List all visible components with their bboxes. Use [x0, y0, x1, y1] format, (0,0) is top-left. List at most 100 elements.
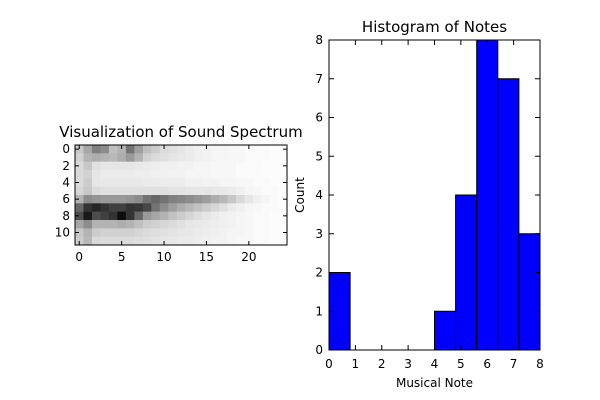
heatmap-cell — [142, 211, 152, 221]
heatmap-cell — [227, 186, 237, 196]
heatmap-cell — [176, 161, 186, 171]
heatmap-y-tick-label: 6 — [62, 192, 70, 206]
heatmap-cell — [176, 203, 186, 212]
heatmap-cell — [185, 195, 195, 204]
heatmap-cell — [125, 145, 135, 154]
heatmap-cell — [91, 178, 101, 187]
heatmap-cell — [108, 186, 118, 196]
heatmap-cell — [278, 161, 288, 171]
heatmap-cell — [108, 153, 118, 162]
heatmap-cell — [134, 203, 144, 212]
heatmap-cell — [108, 170, 118, 179]
heatmap-cell — [185, 236, 195, 246]
heatmap-cell — [91, 195, 101, 204]
heatmap-cell — [193, 145, 203, 154]
heatmap-cell — [108, 220, 118, 229]
heatmap-cell — [244, 145, 254, 154]
histogram-x-tick-label: 6 — [483, 357, 491, 371]
heatmap-cell — [227, 178, 237, 187]
heatmap-cell — [83, 195, 93, 204]
heatmap-cell — [202, 186, 211, 196]
heatmap-cell — [244, 236, 254, 246]
heatmap-cell — [168, 211, 178, 221]
heatmap-cell — [219, 178, 228, 187]
heatmap-cell — [117, 211, 127, 221]
heatmap-cell — [134, 178, 144, 187]
heatmap-cell — [236, 178, 245, 187]
heatmap-cell — [125, 153, 135, 162]
heatmap-cell — [125, 195, 135, 204]
heatmap-cell — [142, 153, 152, 162]
heatmap-cell — [193, 161, 203, 171]
heatmap-cell — [253, 145, 262, 154]
heatmap-cell — [176, 178, 186, 187]
heatmap-cell — [108, 236, 118, 246]
heatmap-cell — [159, 228, 169, 237]
heatmap-cell — [91, 228, 101, 237]
heatmap-cell — [261, 236, 271, 246]
heatmap-cell — [75, 153, 84, 162]
heatmap-cell — [134, 161, 144, 171]
heatmap-cell — [83, 203, 93, 212]
heatmap-cell — [159, 145, 169, 154]
heatmap-cell — [125, 161, 135, 171]
heatmap-cell — [159, 161, 169, 171]
heatmap-cell — [91, 161, 101, 171]
heatmap-cell — [168, 186, 178, 196]
heatmap-cell — [117, 161, 127, 171]
heatmap-y-tick-label: 10 — [55, 226, 70, 240]
heatmap-cell — [278, 220, 288, 229]
heatmap-cell — [270, 220, 279, 229]
histogram-y-tick-label: 5 — [315, 149, 323, 163]
heatmap-cell — [176, 170, 186, 179]
heatmap-cell — [159, 203, 169, 212]
heatmap-cell — [270, 161, 279, 171]
heatmap-cell — [261, 228, 271, 237]
heatmap-cell — [202, 153, 211, 162]
heatmap-cell — [261, 178, 271, 187]
heatmap-cell — [244, 220, 254, 229]
heatmap-cell — [125, 170, 135, 179]
heatmap-cell — [142, 186, 152, 196]
heatmap-cell — [142, 170, 152, 179]
histogram-bar — [455, 194, 478, 351]
heatmap-cell — [210, 228, 220, 237]
heatmap-cell — [278, 228, 288, 237]
heatmap-cell — [108, 195, 118, 204]
heatmap-cell — [100, 161, 110, 171]
histogram-y-tick-label: 4 — [315, 188, 323, 202]
heatmap-cell — [91, 211, 101, 221]
heatmap-cell — [261, 145, 271, 154]
heatmap-cell — [193, 203, 203, 212]
heatmap-cell — [253, 178, 262, 187]
heatmap-cell — [142, 203, 152, 212]
heatmap-cell — [202, 220, 211, 229]
heatmap-cells — [75, 145, 288, 246]
heatmap-y-tick-label: 0 — [62, 142, 70, 156]
histogram-x-tick-label: 2 — [378, 357, 386, 371]
heatmap-cell — [75, 220, 84, 229]
heatmap-cell — [193, 236, 203, 246]
heatmap-cell — [270, 145, 279, 154]
heatmap-cell — [75, 145, 84, 154]
heatmap-cell — [108, 228, 118, 237]
heatmap-cell — [236, 211, 245, 221]
histogram-bars — [328, 39, 541, 351]
heatmap-cell — [125, 178, 135, 187]
heatmap-cell — [227, 203, 237, 212]
heatmap-cell — [134, 220, 144, 229]
heatmap-y-tick-label: 2 — [62, 159, 70, 173]
heatmap-cell — [227, 220, 237, 229]
heatmap-cell — [176, 228, 186, 237]
histogram-title: Histogram of Notes — [362, 18, 507, 36]
heatmap-cell — [236, 195, 245, 204]
heatmap-cell — [168, 220, 178, 229]
heatmap-cell — [278, 236, 288, 246]
heatmap-cell — [83, 161, 93, 171]
heatmap-cell — [270, 153, 279, 162]
heatmap-cell — [142, 220, 152, 229]
heatmap-cell — [91, 170, 101, 179]
heatmap-cell — [108, 203, 118, 212]
heatmap-cell — [125, 220, 135, 229]
heatmap-cell — [91, 145, 101, 154]
